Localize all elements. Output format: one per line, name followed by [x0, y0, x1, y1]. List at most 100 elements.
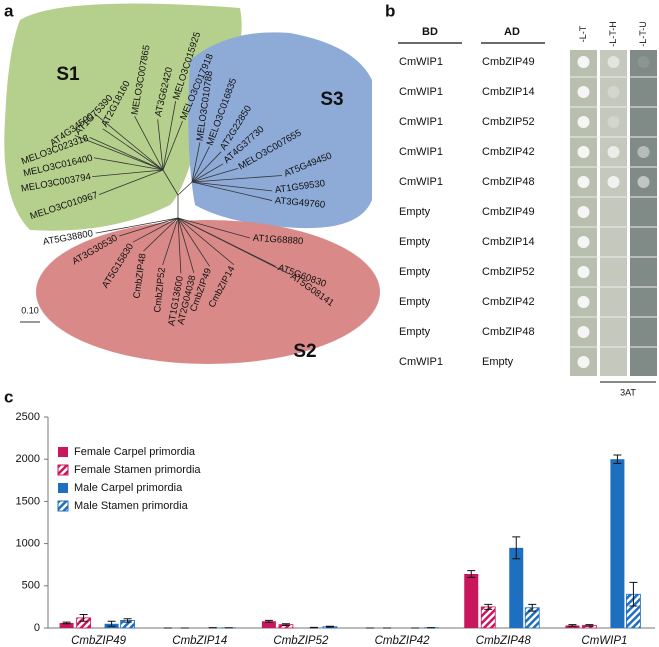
x-tick-label: CmbZIP52	[273, 635, 329, 647]
yeast-spot	[637, 176, 650, 188]
column-header: BD	[422, 26, 438, 38]
yeast-spot	[577, 356, 590, 368]
ad-cell: CmbZIP49	[482, 56, 535, 68]
yeast-spot	[577, 326, 590, 338]
branch	[191, 168, 239, 183]
yeast-spot	[607, 146, 620, 158]
cluster-label: S2	[293, 341, 316, 362]
cluster-label: S3	[320, 89, 343, 110]
bd-cell: Empty	[399, 296, 431, 308]
branch	[177, 181, 193, 196]
branch	[177, 217, 210, 267]
branch	[191, 181, 273, 201]
error-bar	[79, 613, 88, 622]
branch	[162, 100, 177, 171]
medium-label: -L-T-U	[638, 21, 648, 47]
error-bar	[585, 624, 594, 627]
bar	[464, 573, 479, 628]
error-bar	[123, 618, 132, 623]
branch	[191, 163, 224, 183]
error-bar	[62, 621, 71, 625]
yeast-spot	[637, 146, 650, 158]
ad-cell: CmbZIP52	[482, 116, 535, 128]
branch	[132, 217, 179, 243]
error-bar	[107, 620, 116, 627]
yeast-spot	[577, 296, 590, 308]
error-bar	[629, 581, 638, 607]
ad-cell: CmbZIP52	[482, 266, 535, 278]
plate-column	[630, 50, 657, 376]
branch	[102, 128, 164, 171]
legend-label: Male Stamen primordia	[74, 500, 189, 512]
ad-cell: CmbZIP48	[482, 326, 535, 338]
x-tick-label: CmbZIP42	[375, 635, 431, 647]
scale-bar-label: 0.10	[21, 305, 39, 315]
error-bar	[325, 625, 334, 628]
bar	[610, 459, 625, 628]
x-tick-label: CmbZIP14	[172, 635, 227, 647]
branch	[94, 113, 164, 171]
yeast-spot	[607, 176, 620, 188]
branch	[177, 217, 251, 239]
legend-label: Male Carpel primordia	[74, 482, 183, 494]
column-header: AD	[504, 26, 520, 38]
branch	[92, 169, 164, 178]
branch	[95, 217, 179, 234]
footnote: 3AT	[620, 387, 636, 397]
branch	[134, 116, 164, 171]
legend-label: Female Stamen primordia	[74, 464, 201, 476]
legend-swatch	[57, 500, 69, 512]
ad-cell: CmbZIP49	[482, 206, 535, 218]
error-bar	[281, 623, 290, 626]
bd-cell: Empty	[399, 236, 431, 248]
leaf-label: AT3G49760	[274, 195, 325, 210]
x-tick-label: CmWIP1	[581, 635, 627, 647]
legend-swatch	[57, 464, 69, 476]
error-bar	[484, 603, 493, 610]
medium-label: -L-T-H	[608, 21, 618, 47]
y-tick-label: 1000	[16, 538, 40, 550]
branch	[98, 169, 164, 196]
y-tick-label: 2000	[16, 453, 40, 465]
error-bar	[613, 454, 622, 464]
branch	[191, 175, 282, 183]
y-tick-label: 2500	[16, 411, 40, 423]
branch	[162, 169, 179, 196]
yeast-spot	[577, 206, 590, 218]
bar	[480, 606, 496, 629]
bd-cell: CmWIP1	[399, 56, 443, 68]
yeast-spot	[577, 146, 590, 158]
panel-label: a	[4, 1, 14, 20]
legend-swatch	[58, 483, 68, 493]
x-tick-label: CmbZIP49	[71, 635, 127, 647]
branch	[191, 146, 210, 183]
branch	[74, 135, 164, 171]
yeast-spot	[607, 116, 620, 128]
error-bar	[528, 603, 537, 612]
branch	[89, 137, 164, 171]
ad-cell: CmbZIP48	[482, 176, 535, 188]
ad-cell: CmbZIP14	[482, 86, 535, 98]
yeast-spot	[577, 266, 590, 278]
branch	[191, 142, 201, 183]
medium-label: -L-T	[578, 25, 588, 42]
yeast-spot	[577, 116, 590, 128]
yeast-spot	[577, 236, 590, 248]
bar	[59, 622, 74, 628]
error-bar	[264, 619, 273, 623]
y-tick-label: 0	[34, 622, 40, 634]
leaf-label: CmbZIP52	[152, 267, 168, 313]
cluster-s2-area	[36, 220, 380, 364]
error-bar	[467, 570, 476, 578]
branch	[157, 119, 164, 171]
ad-cell: CmbZIP42	[482, 146, 535, 158]
bd-cell: CmWIP1	[399, 86, 443, 98]
bd-cell: Empty	[399, 266, 431, 278]
x-tick-label: CmbZIP48	[476, 635, 532, 647]
branch	[191, 151, 222, 183]
leaf-label: AT1G68880	[252, 233, 303, 247]
bar	[509, 547, 524, 628]
ad-cell: CmbZIP14	[482, 236, 535, 248]
panel-label: c	[4, 387, 13, 406]
